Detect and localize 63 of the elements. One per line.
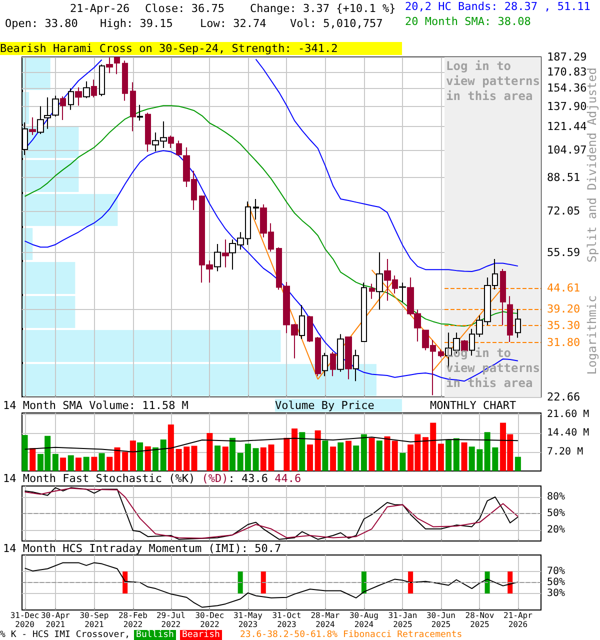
x-tick-label: 31-May 2023 xyxy=(233,611,263,629)
y-tick-label: 7.20 M xyxy=(547,446,584,458)
y-tick-label: 70% xyxy=(547,566,566,577)
text: 20 Month SMA: 38.08 xyxy=(405,15,531,28)
text: Change: 3.37 {+10.1 %} xyxy=(250,2,396,15)
y-tick-label: 137.90 xyxy=(547,100,587,113)
y-tick-label: 121.44 xyxy=(547,120,588,134)
x-tick-label: 29-Jul 2022 xyxy=(156,611,186,629)
x-tick-label: 21-Apr 2026 xyxy=(503,611,533,629)
text: Open: 33.80 xyxy=(5,17,78,30)
text: 23.6-38.2-50-61.8% Fibonacci Retracements xyxy=(240,630,462,640)
x-tick-label: 31-Oct 2023 xyxy=(272,611,302,629)
y-axis-title: Split and Dividend Adjusted xyxy=(585,67,599,263)
text: 21-Apr-26 xyxy=(70,2,130,15)
x-tick-label: 28-Nov 2025 xyxy=(465,611,494,629)
text: Bearish Harami Cross on 30-Sep-24, Strength: -341.2 xyxy=(0,42,402,55)
legend-title: % K - HCS IMI Crossover, xyxy=(0,630,130,640)
text: : 43.6 xyxy=(228,472,268,485)
x-tick-label: 30-Dec 2022 xyxy=(195,611,224,629)
text: Bearish xyxy=(180,630,222,640)
x-tick-label: 31-Jan 2025 xyxy=(388,611,418,629)
x-tick-label: 30-Apr 2021 xyxy=(40,611,70,629)
y-tick-label: 55.59 xyxy=(547,246,580,260)
ref-line-label: 31.80 xyxy=(547,336,580,349)
y-tick-label: 22.66 xyxy=(547,390,580,404)
y-tick-label: 170.83 xyxy=(547,65,587,78)
text: Vol: 5,010,757 xyxy=(290,17,383,30)
text: (%K) xyxy=(168,472,196,485)
y-tick-label: 30% xyxy=(547,588,566,599)
y-tick-label: 20% xyxy=(547,524,566,536)
text: Logarithmic xyxy=(585,295,599,375)
chart-title: 14 Month HCS Intraday Momentum (IMI): 50.7 xyxy=(3,542,282,555)
text: Bullish xyxy=(134,630,176,640)
x-tick-label: 28-Feb 2022 xyxy=(118,611,148,629)
y-tick-label: 154.36 xyxy=(547,82,587,95)
y-tick-label: 80% xyxy=(547,492,566,502)
ref-line-label: 44.61 xyxy=(547,281,580,294)
y-tick-label: 72.05 xyxy=(547,204,580,218)
text: Volume By Price xyxy=(275,399,402,412)
text: Low: 32.74 xyxy=(200,17,266,30)
y-tick-label: 50% xyxy=(547,508,566,519)
y-tick-label: 88.51 xyxy=(547,171,580,184)
x-tick-label: 30-Jun 2025 xyxy=(426,611,456,629)
y-tick-label: 187.29 xyxy=(547,50,587,64)
text: High: 39.15 xyxy=(100,17,173,30)
y-tick-label: 21.60 M xyxy=(547,408,590,420)
ref-line-label: 39.20 xyxy=(547,302,580,316)
x-tick-label: 28-Mar 2024 xyxy=(310,611,340,629)
text: 44.6 xyxy=(274,472,302,485)
text: 20,2 HC Bands: 28.37 , 51.11 xyxy=(405,0,590,13)
y-tick-label: 14.40 M xyxy=(547,428,590,439)
x-tick-label: 30-Sep 2021 xyxy=(80,611,109,629)
chart-title: 14 Month Fast Stochastic xyxy=(3,472,162,485)
y-tick-label: 50% xyxy=(547,577,566,588)
chart-title: 14 Month SMA Volume: 11.58 M xyxy=(3,399,188,412)
text: Close: 36.75 xyxy=(145,2,224,15)
x-tick-label: 31-Dec 2020 xyxy=(10,611,40,629)
text: (%D) xyxy=(200,472,228,485)
x-tick-label: 30-Aug 2024 xyxy=(349,611,379,629)
ref-line-label: 35.30 xyxy=(547,319,580,332)
annotation: Log in to view patterns in this area xyxy=(446,59,541,104)
y-tick-label: 104.97 xyxy=(547,144,587,157)
text: MONTHLY CHART xyxy=(430,399,516,412)
